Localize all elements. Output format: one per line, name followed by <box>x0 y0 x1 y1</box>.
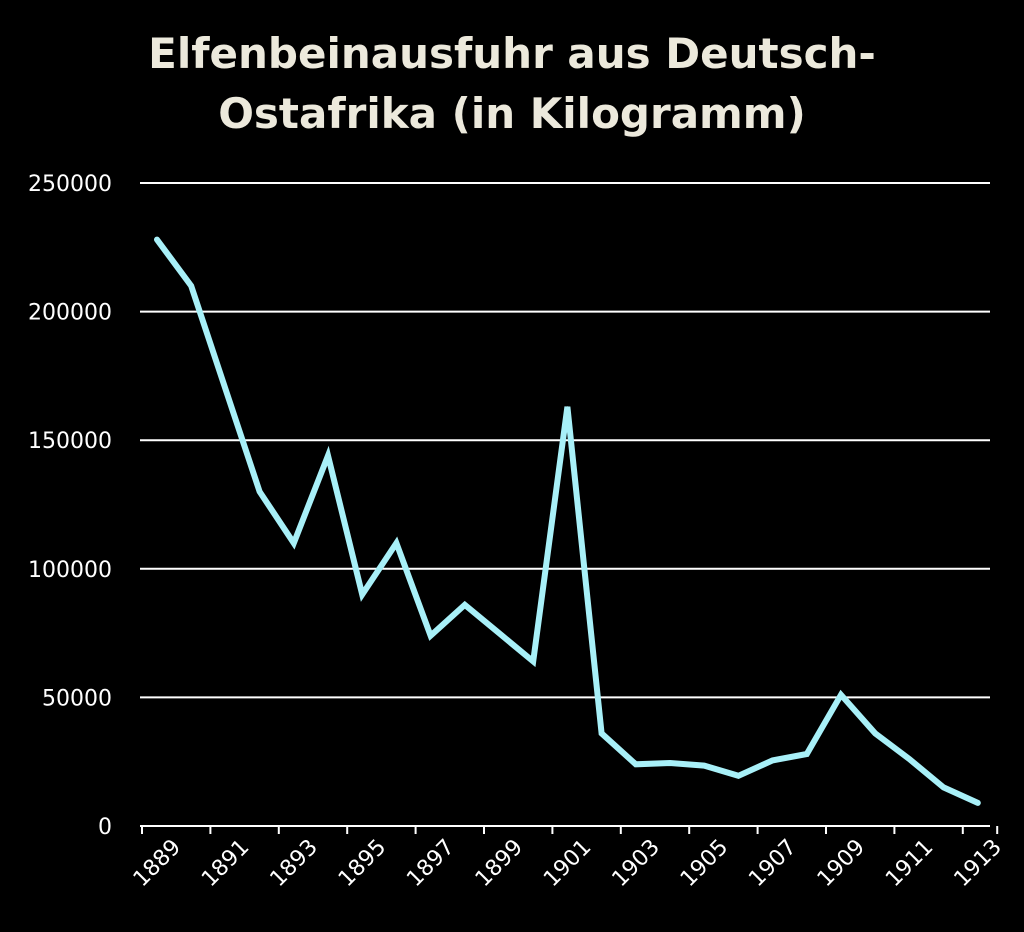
y-tick-label: 50000 <box>42 686 112 711</box>
y-tick-label: 0 <box>98 815 112 840</box>
data-point <box>874 732 876 734</box>
data-point <box>464 604 466 606</box>
y-tick-label: 100000 <box>28 558 112 583</box>
data-point <box>601 732 603 734</box>
x-tick-label: 1889 <box>129 835 186 892</box>
data-point <box>361 594 363 595</box>
data-point <box>977 802 979 804</box>
data-point <box>395 542 397 544</box>
x-tick-label: 1893 <box>266 835 323 892</box>
chart-title-line-1: Elfenbeinausfuhr aus Deutsch- <box>148 29 876 78</box>
x-tick-label: 1897 <box>402 835 459 892</box>
x-tick-label: 1911 <box>881 835 938 892</box>
chart-title-line-2: Ostafrika (in Kilogramm) <box>218 89 806 138</box>
series-line <box>154 236 981 806</box>
chart-title: Elfenbeinausfuhr aus Deutsch- Ostafrika … <box>0 24 1024 144</box>
x-tick-label: 1895 <box>334 835 391 892</box>
x-tick-label: 1903 <box>608 835 665 892</box>
y-tick-label: 250000 <box>28 172 112 197</box>
data-point <box>703 765 705 767</box>
data-point <box>737 775 739 777</box>
data-point <box>669 762 671 764</box>
data-point <box>259 491 261 493</box>
data-point <box>190 285 192 287</box>
x-tick-label: 1901 <box>539 835 596 892</box>
data-point <box>566 406 568 408</box>
data-point <box>224 388 226 390</box>
x-tick-label: 1909 <box>813 835 870 892</box>
x-tick-label: 1891 <box>197 835 254 892</box>
data-point <box>293 542 295 544</box>
data-point <box>532 660 534 662</box>
data-point <box>430 635 432 637</box>
x-tick-label: 1907 <box>744 835 801 892</box>
series-layer <box>154 236 981 806</box>
x-tick-label: 1913 <box>950 835 1007 892</box>
x-tick-labels: 1889 1891 1893 1895 1897 1899 1901 1903 1905 1907… <box>129 835 1007 892</box>
data-point <box>156 239 158 241</box>
y-tick-labels: 0 50000 100000 150000 200000 250000 <box>28 172 112 840</box>
x-tick-label: 1899 <box>471 835 528 892</box>
x-tick-label: 1905 <box>676 835 733 892</box>
y-tick-label: 150000 <box>28 429 112 454</box>
data-point <box>908 758 910 760</box>
data-point <box>635 763 637 765</box>
y-tick-label: 200000 <box>28 301 112 326</box>
data-point <box>806 753 808 755</box>
data-point <box>943 786 945 788</box>
data-point <box>498 632 500 634</box>
data-point <box>327 455 329 457</box>
data-point <box>840 694 842 696</box>
data-point <box>772 759 774 761</box>
x-axis <box>140 825 999 834</box>
